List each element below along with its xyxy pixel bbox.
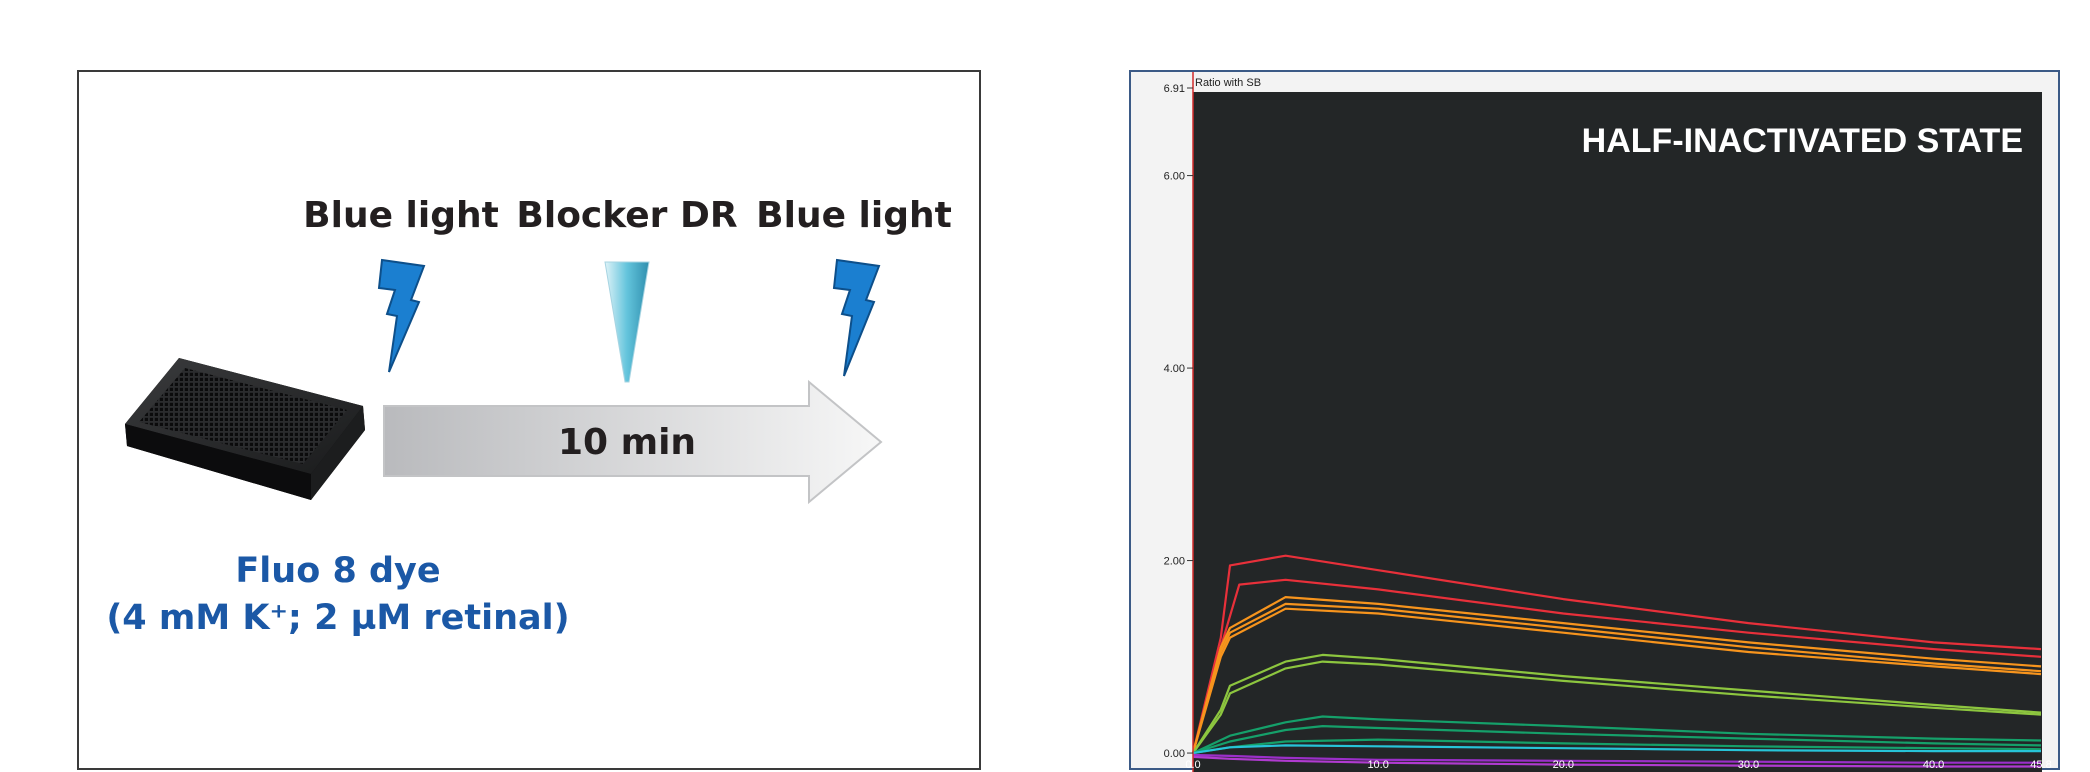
trace-line-8	[1192, 715, 2042, 755]
y-tick-label: 0.00	[1164, 748, 1185, 760]
trace-line-7	[1192, 660, 2042, 754]
duration-label: 10 min	[558, 422, 696, 463]
kinetic-chart-panel: Ratio with SB HALF-INACTIVATED STATE 6.9…	[1129, 70, 2060, 772]
protocol-diagram-panel: Blue light Blocker DR Blue light 10 min …	[77, 70, 981, 770]
kinetic-chart: Ratio with SB HALF-INACTIVATED STATE 6.9…	[1164, 72, 2052, 772]
x-tick-label: 10.0	[1367, 759, 1388, 771]
timeline-arrow	[383, 379, 883, 505]
trace-line-9	[1192, 724, 2042, 755]
plot-area	[1193, 92, 2042, 772]
microplate-icon	[125, 358, 365, 500]
trace-line-1	[1191, 554, 2042, 754]
x-tick-label: 40.0	[1923, 759, 1944, 771]
blue-light-label-2: Blue light	[756, 195, 952, 236]
trace-line-4	[1191, 602, 2042, 754]
y-axis-label: Ratio with SB	[1195, 77, 1261, 89]
blue-light-bolt-icon-2	[832, 258, 881, 377]
trace-line-3	[1191, 595, 2042, 754]
y-tick-label: 6.00	[1164, 171, 1185, 183]
blue-light-label-1: Blue light	[303, 195, 499, 236]
x-tick-label: 20.0	[1553, 759, 1574, 771]
protocol-diagram: Blue light Blocker DR Blue light 10 min …	[106, 195, 952, 638]
y-tick-label: 2.00	[1164, 556, 1185, 568]
blue-light-bolt-icon-1	[377, 258, 426, 373]
trace-line-6	[1192, 653, 2042, 754]
dye-label: Fluo 8 dye	[235, 551, 440, 591]
y-tick-label: 6.91	[1164, 83, 1185, 95]
dye-conditions-label: (4 mM K⁺; 2 µM retinal)	[106, 598, 569, 638]
trace-line-2	[1191, 578, 2042, 754]
trace-line-11	[1192, 744, 2041, 755]
x-tick-label: 30.0	[1738, 759, 1759, 771]
blocker-label: Blocker DR	[516, 195, 737, 236]
x-tick-label: 0.0	[1185, 759, 1200, 771]
trace-line-5	[1191, 607, 2042, 754]
x-tick-label: 45.8	[2030, 759, 2051, 771]
y-tick-label: 4.00	[1164, 363, 1185, 375]
chart-title: HALF-INACTIVATED STATE	[1582, 122, 2023, 160]
pipette-tip-icon	[604, 261, 650, 383]
